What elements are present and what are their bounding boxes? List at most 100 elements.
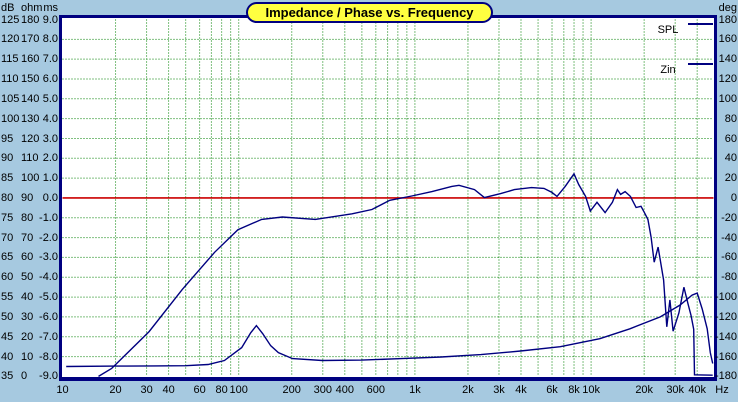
left-axis-tick-row: 75 80 -1.0 <box>0 212 60 224</box>
left-axis-tick-row: 70 70 -2.0 <box>0 232 60 244</box>
deg-tick: -120 <box>714 310 737 323</box>
left-axis-tick-row: 125 180 9.0 <box>0 14 60 26</box>
db-tick: 75 <box>1 211 14 224</box>
left-axis-tick-row: 40 10 -8.0 <box>0 351 60 363</box>
db-tick: 90 <box>1 152 14 165</box>
ms-tick: 0.0 <box>42 191 58 204</box>
ms-tick: 4.0 <box>42 112 58 125</box>
freq-tick: 10 <box>56 384 69 396</box>
deg-tick: 180 <box>718 13 737 26</box>
db-tick: 70 <box>1 231 14 244</box>
ms-tick: 9.0 <box>42 13 58 26</box>
db-tick: 115 <box>1 53 19 66</box>
ohm-tick: 0 <box>21 370 28 383</box>
ms-tick: -9.0 <box>39 370 58 383</box>
left-axis-tick-row: 45 20 -7.0 <box>0 331 60 343</box>
db-tick: 80 <box>1 191 14 204</box>
ms-tick: -4.0 <box>39 271 58 284</box>
ohm-tick: 50 <box>21 271 34 284</box>
db-tick: 65 <box>1 251 14 264</box>
ohm-tick: 10 <box>21 350 34 363</box>
ms-axis-header: ms <box>43 2 58 14</box>
deg-tick: 140 <box>718 53 737 66</box>
ms-tick: -2.0 <box>39 231 58 244</box>
db-tick: 35 <box>1 370 14 383</box>
ohm-tick: 40 <box>21 291 34 304</box>
deg-tick: -180 <box>714 370 737 383</box>
freq-unit-label: Hz <box>715 384 729 396</box>
deg-tick: -20 <box>721 211 737 224</box>
left-axis-tick-row: 90 110 2.0 <box>0 152 60 164</box>
deg-tick: 160 <box>718 33 737 46</box>
freq-tick: 400 <box>335 384 354 396</box>
ohm-tick: 140 <box>21 92 40 105</box>
db-tick: 125 <box>1 13 20 26</box>
db-tick: 40 <box>1 350 14 363</box>
ohm-axis-header: ohm <box>21 2 43 14</box>
freq-tick: 2k <box>462 384 474 396</box>
db-tick: 120 <box>1 33 20 46</box>
deg-tick: 0 <box>730 191 737 204</box>
freq-tick: 20 <box>109 384 122 396</box>
ohm-tick: 150 <box>21 73 40 85</box>
ms-tick: -3.0 <box>39 251 58 264</box>
left-axis-tick-row: 100 130 4.0 <box>0 113 60 125</box>
ohm-tick: 180 <box>21 13 40 26</box>
ohm-tick: 30 <box>21 310 34 323</box>
freq-tick: 600 <box>366 384 385 396</box>
left-axis-tick-row: 50 30 -6.0 <box>0 311 60 323</box>
ohm-tick: 70 <box>21 231 34 244</box>
spl-curve <box>98 172 713 377</box>
freq-tick: 80 <box>215 384 228 396</box>
left-axis-tick-row: 80 90 0.0 <box>0 192 60 204</box>
deg-tick: 100 <box>718 92 737 105</box>
ms-tick: -1.0 <box>39 211 58 224</box>
deg-tick: 20 <box>724 172 737 185</box>
db-axis-header: dB <box>1 2 15 14</box>
ohm-tick: 90 <box>21 191 34 204</box>
freq-tick: 10k <box>582 384 600 396</box>
ms-tick: 3.0 <box>42 132 58 145</box>
freq-tick: 4k <box>515 384 527 396</box>
ms-tick: 8.0 <box>42 33 58 46</box>
db-tick: 60 <box>1 271 14 284</box>
ohm-tick: 160 <box>21 53 40 66</box>
ohm-tick: 120 <box>21 132 40 145</box>
freq-tick: 100 <box>229 384 248 396</box>
left-axis-headers: dB ohm ms <box>0 2 60 14</box>
left-axis-tick-row: 85 100 1.0 <box>0 172 60 184</box>
ms-tick: 1.0 <box>42 172 58 185</box>
ohm-tick: 130 <box>21 112 40 125</box>
freq-tick: 60 <box>193 384 206 396</box>
ohm-tick: 110 <box>21 152 39 165</box>
freq-tick: 40k <box>688 384 707 396</box>
left-axis-tick-row: 55 40 -5.0 <box>0 291 60 303</box>
deg-tick: -160 <box>714 350 737 363</box>
chart-title: Impedance / Phase vs. Frequency <box>246 2 493 23</box>
deg-tick: 120 <box>718 73 737 85</box>
db-tick: 85 <box>1 172 14 185</box>
ms-tick: 5.0 <box>42 92 58 105</box>
deg-axis-header: deg <box>718 2 737 14</box>
legend-label-zin: Zin <box>660 64 676 76</box>
db-tick: 110 <box>1 73 19 85</box>
left-axis-tick-row: 115 160 7.0 <box>0 53 60 65</box>
ohm-tick: 80 <box>21 211 34 224</box>
deg-tick: -100 <box>714 291 737 304</box>
freq-tick: 200 <box>282 384 301 396</box>
zin-curve <box>66 292 714 368</box>
deg-tick: -40 <box>721 231 737 244</box>
freq-tick: 40 <box>162 384 175 396</box>
freq-tick: 30 <box>140 384 153 396</box>
freq-tick: 8k <box>568 384 580 396</box>
ms-tick: 2.0 <box>42 152 58 165</box>
freq-tick: 6k <box>546 384 558 396</box>
deg-tick: -80 <box>721 271 737 284</box>
freq-tick: 300 <box>313 384 332 396</box>
deg-tick: -60 <box>721 251 737 264</box>
left-axis-tick-row: 105 140 5.0 <box>0 93 60 105</box>
deg-tick: 40 <box>724 152 737 165</box>
db-tick: 50 <box>1 310 14 323</box>
deg-tick: -140 <box>714 330 737 343</box>
db-tick: 55 <box>1 291 14 304</box>
